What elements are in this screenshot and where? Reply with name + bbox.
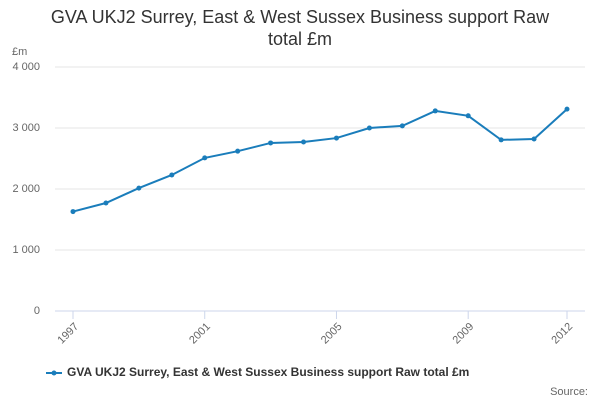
series-line [72, 108, 568, 213]
x-tick-label: 2001 [187, 321, 213, 347]
chart-title: GVA UKJ2 Surrey, East & West Sussex Busi… [51, 7, 550, 49]
y-tick-label: 1 000 [12, 244, 40, 256]
data-point [268, 140, 274, 146]
y-tick-label: 2 000 [12, 183, 40, 195]
legend-label: GVA UKJ2 Surrey, East & West Sussex Busi… [67, 365, 469, 379]
data-point [235, 148, 241, 154]
title-line: GVA UKJ2 Surrey, East & West Sussex Busi… [51, 7, 550, 27]
data-point [70, 209, 76, 215]
y-tick-label: 0 [34, 305, 40, 317]
title-line: total £m [268, 29, 332, 49]
data-point [531, 136, 537, 142]
source: Source: [550, 386, 588, 398]
data-point [564, 106, 570, 112]
data-point [136, 185, 142, 191]
data-point [202, 155, 208, 161]
data-point [465, 113, 471, 119]
data-point [169, 172, 175, 178]
y-unit: £m [12, 46, 27, 58]
data-point [333, 135, 339, 141]
data-point [399, 123, 405, 129]
x-tick-label: 2005 [319, 321, 345, 347]
y-tick-label: 3 000 [12, 122, 40, 134]
data-point [366, 125, 372, 131]
x-tick-label: 2009 [451, 321, 477, 347]
y-tick-label: 4 000 [12, 61, 40, 73]
legend-symbol [51, 370, 57, 376]
data-point [498, 137, 504, 143]
data-point [301, 139, 307, 145]
data-point [432, 108, 438, 114]
data-point [103, 200, 109, 206]
x-tick-label: 1997 [55, 321, 81, 347]
x-tick-label: 2012 [549, 321, 575, 347]
